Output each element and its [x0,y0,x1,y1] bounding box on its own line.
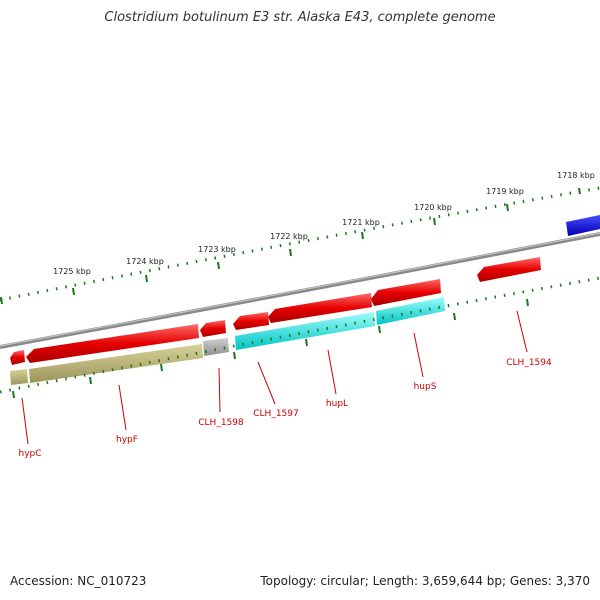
major-tick-1720 [433,217,436,226]
kbp-label-1719: 1719 kbp [486,187,524,196]
kbp-label-1725: 1725 kbp [53,267,91,276]
map-title: Clostridium botulinum E3 str. Alaska E43… [104,10,496,25]
gene-label-hypC: hypC [18,449,41,459]
cds-hypF [26,324,199,363]
upper-tick-track [0,186,600,302]
gene-bar-hupS [376,297,445,325]
leader-hypC [21,397,29,445]
lower-tick-3 [160,363,163,372]
major-tick-1725 [72,287,75,296]
lower-tick-1 [12,390,15,399]
gene-bar-hypC [10,369,28,385]
kbp-label-1721: 1721 kbp [342,218,380,227]
leader-hypF [118,384,127,431]
major-tick-1723 [217,261,220,270]
major-tick-1721 [361,231,364,240]
leader-CLH_1597 [257,361,276,405]
kbp-label-1722: 1722 kbp [270,232,308,241]
major-tick-edge [0,296,3,305]
lower-tick-track [0,276,600,394]
genome-summary-text: Topology: circular; Length: 3,659,644 bp… [260,574,590,588]
cds-CLH_1594 [477,257,541,282]
gene-label-hupS: hupS [414,382,437,392]
accession-text: Accession: NC_010723 [10,574,147,588]
leader-CLH_1598 [218,367,221,413]
lower-tick-2 [89,376,92,385]
blue-feature [566,215,600,236]
lower-tick-7 [453,312,456,321]
gene-labels: hypC hypF CLH_1598 CLH_1597 hupL hupS CL… [18,358,552,459]
gene-label-hupL: hupL [326,399,348,409]
cds-hypC [10,350,25,365]
gene-label-hypF: hypF [116,435,138,445]
cds-CLH_1598 [200,320,226,337]
upper-major-ticks [0,187,581,305]
major-tick-1722 [289,248,292,257]
gene-label-CLH_1598: CLH_1598 [198,418,244,428]
leader-hupL [327,349,337,395]
cds-hupL [268,293,372,323]
gene-leaders [21,310,528,445]
gene-bar-hypF [29,344,203,383]
gene-label-CLH_1594: CLH_1594 [506,358,552,368]
kbp-labels: 1718 kbp 1719 kbp 1720 kbp 1721 kbp 1722… [53,171,595,276]
lower-tick-6 [378,325,381,334]
major-tick-1719 [506,203,509,212]
kbp-label-1720: 1720 kbp [414,203,452,212]
cds-hupS [371,279,441,306]
gene-label-CLH_1597: CLH_1597 [253,409,298,419]
kbp-label-1718: 1718 kbp [557,171,595,180]
genome-backbone-highlight [0,232,600,347]
kbp-label-1724: 1724 kbp [126,257,164,266]
lower-major-ticks [12,298,529,399]
lower-tick-4 [233,351,236,360]
lower-tick-8 [526,298,529,307]
leader-hupS [413,332,424,378]
cds-CLH_1597 [233,312,269,330]
gene-bar-CLH_1597-hupL [235,312,375,350]
kbp-label-1723: 1723 kbp [198,245,236,254]
lower-tick-5 [305,338,308,347]
gene-bar-CLH_1598 [203,338,229,356]
genome-backbone [0,232,600,349]
major-tick-1724 [145,274,148,283]
major-tick-1718 [578,187,581,195]
leader-CLH_1594 [516,310,528,353]
